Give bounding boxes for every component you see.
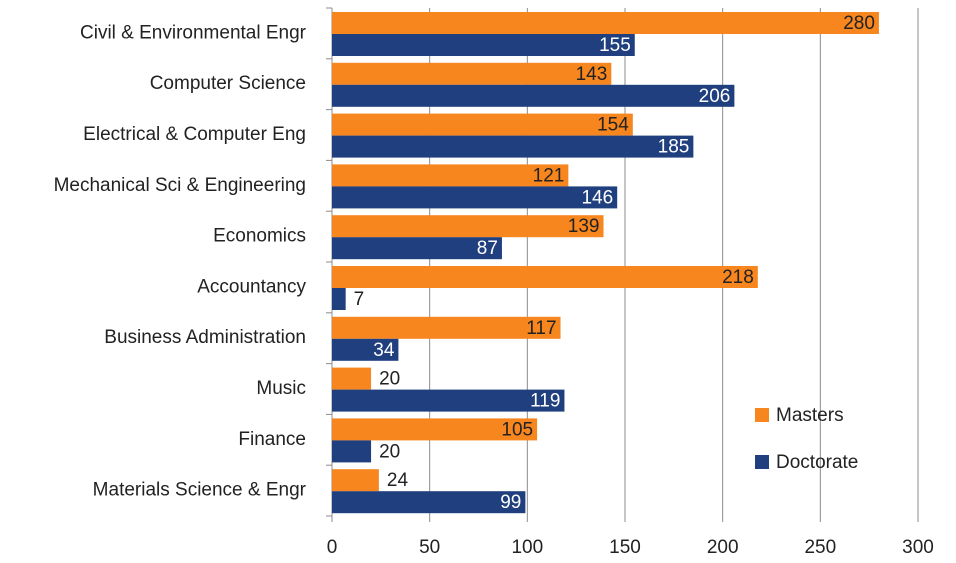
x-tick-label: 200: [707, 537, 739, 558]
bar: [332, 34, 635, 56]
y-tick-label: Electrical & Computer Eng: [83, 124, 306, 145]
bar: [332, 62, 612, 85]
y-tick-label: Finance: [238, 429, 306, 450]
bar: [332, 440, 372, 463]
bar: [332, 418, 538, 441]
x-tick-label: 100: [511, 537, 543, 558]
data-label: 218: [722, 267, 754, 288]
data-label: 24: [387, 470, 409, 491]
bar: [332, 316, 561, 339]
bar: [332, 491, 526, 514]
data-label: 87: [477, 238, 498, 259]
data-label: 154: [597, 115, 629, 136]
bar: [332, 266, 758, 288]
bar: [332, 164, 569, 187]
bar: [332, 367, 372, 390]
y-tick-label: Economics: [213, 226, 306, 247]
data-label: 99: [500, 492, 521, 513]
data-label: 185: [658, 137, 690, 158]
bar: [332, 237, 502, 260]
data-label: 119: [530, 391, 560, 412]
legend-label: Masters: [776, 405, 844, 426]
data-label: 7: [354, 289, 365, 310]
data-label: 20: [379, 369, 400, 390]
data-label: 20: [379, 441, 400, 462]
data-label: 121: [533, 165, 565, 186]
data-label: 206: [699, 86, 731, 107]
data-label: 280: [843, 13, 875, 34]
data-label: 34: [373, 340, 395, 361]
bar: [332, 135, 694, 158]
y-tick-label: Business Administration: [104, 327, 306, 348]
y-tick-label: Materials Science & Engr: [93, 480, 307, 501]
bar: [332, 12, 879, 34]
y-tick-label: Computer Science: [150, 73, 306, 94]
y-tick-label: Mechanical Sci & Engineering: [54, 175, 306, 196]
data-label: 146: [581, 187, 613, 208]
data-label: 117: [526, 318, 556, 339]
y-tick-label: Music: [256, 378, 306, 399]
y-tick-label: Accountancy: [197, 276, 306, 297]
bar: [332, 113, 633, 136]
bar: [332, 288, 346, 310]
x-tick-label: 150: [609, 537, 641, 558]
legend-swatch: [755, 455, 769, 469]
x-tick-label: 300: [902, 537, 934, 558]
bar: [332, 84, 735, 107]
bar: [332, 186, 618, 209]
data-label: 155: [599, 35, 631, 56]
bar: [332, 338, 399, 361]
bar: [332, 215, 604, 238]
data-label: 105: [501, 419, 533, 440]
y-tick-label: Civil & Environmental Engr: [80, 22, 307, 43]
bar: [332, 389, 565, 412]
x-tick-label: 250: [804, 537, 836, 558]
legend-swatch: [755, 408, 769, 422]
bar: [332, 469, 379, 492]
x-tick-label: 50: [419, 537, 440, 558]
x-tick-label: 0: [327, 537, 338, 558]
data-label: 143: [576, 64, 608, 85]
data-label: 139: [568, 216, 600, 237]
legend-label: Doctorate: [776, 452, 858, 473]
